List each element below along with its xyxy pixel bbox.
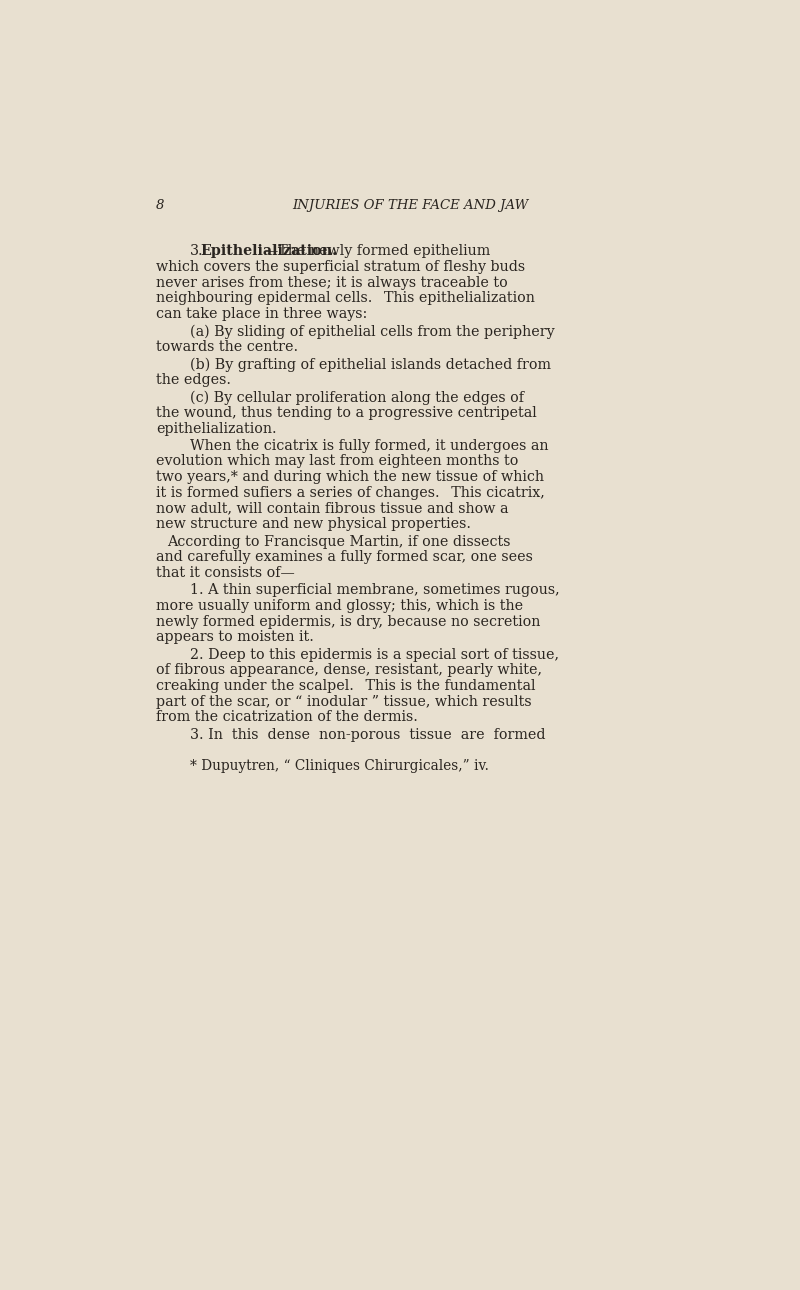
Text: 2. Deep to this epidermis is a special sort of tissue,: 2. Deep to this epidermis is a special s… (190, 648, 559, 662)
Text: newly formed epidermis, is dry, because no secretion: newly formed epidermis, is dry, because … (156, 614, 540, 628)
Text: from the cicatrization of the dermis.: from the cicatrization of the dermis. (156, 711, 418, 724)
Text: Epithelialization.: Epithelialization. (201, 244, 338, 258)
Text: can take place in three ways:: can take place in three ways: (156, 307, 367, 321)
Text: new structure and new physical properties.: new structure and new physical propertie… (156, 517, 470, 531)
Text: of fibrous appearance, dense, resistant, pearly white,: of fibrous appearance, dense, resistant,… (156, 663, 542, 677)
Text: the wound, thus tending to a progressive centripetal: the wound, thus tending to a progressive… (156, 406, 537, 419)
Text: creaking under the scalpel.  This is the fundamental: creaking under the scalpel. This is the … (156, 679, 535, 693)
Text: now adult, will contain fibrous tissue and show a: now adult, will contain fibrous tissue a… (156, 502, 508, 516)
Text: INJURIES OF THE FACE AND JAW: INJURIES OF THE FACE AND JAW (292, 200, 528, 213)
Text: evolution which may last from eighteen months to: evolution which may last from eighteen m… (156, 454, 518, 468)
Text: part of the scar, or “ inodular ” tissue, which results: part of the scar, or “ inodular ” tissue… (156, 694, 531, 708)
Text: the edges.: the edges. (156, 373, 231, 387)
Text: According to Francisque Martin, if one dissects: According to Francisque Martin, if one d… (167, 534, 510, 548)
Text: that it consists of—: that it consists of— (156, 566, 294, 580)
Text: neighbouring epidermal cells.  This epithelialization: neighbouring epidermal cells. This epith… (156, 292, 534, 306)
Text: epithelialization.: epithelialization. (156, 422, 277, 436)
Text: 8: 8 (156, 200, 164, 213)
Text: more usually uniform and glossy; this, which is the: more usually uniform and glossy; this, w… (156, 599, 523, 613)
Text: When the cicatrix is fully formed, it undergoes an: When the cicatrix is fully formed, it un… (190, 439, 549, 453)
Text: (a) By sliding of epithelial cells from the periphery: (a) By sliding of epithelial cells from … (190, 324, 554, 339)
Text: —The newly formed epithelium: —The newly formed epithelium (264, 244, 490, 258)
Text: 3. In  this  dense  non-porous  tissue  are  formed: 3. In this dense non-porous tissue are f… (190, 728, 546, 742)
Text: (c) By cellular proliferation along the edges of: (c) By cellular proliferation along the … (190, 390, 524, 405)
Text: which covers the superficial stratum of fleshy buds: which covers the superficial stratum of … (156, 259, 525, 273)
Text: 1. A thin superficial membrane, sometimes rugous,: 1. A thin superficial membrane, sometime… (190, 583, 559, 597)
Text: towards the centre.: towards the centre. (156, 341, 298, 353)
Text: (b) By grafting of epithelial islands detached from: (b) By grafting of epithelial islands de… (190, 357, 551, 372)
Text: appears to moisten it.: appears to moisten it. (156, 631, 314, 644)
Text: it is formed sufiers a series of changes.  This cicatrix,: it is formed sufiers a series of changes… (156, 486, 545, 501)
Text: two years,* and during which the new tissue of which: two years,* and during which the new tis… (156, 470, 544, 484)
Text: and carefully examines a fully formed scar, one sees: and carefully examines a fully formed sc… (156, 551, 533, 564)
Text: never arises from these; it is always traceable to: never arises from these; it is always tr… (156, 276, 507, 289)
Text: 3.: 3. (190, 244, 203, 258)
Text: * Dupuytren, “ Cliniques Chirurgicales,” iv.: * Dupuytren, “ Cliniques Chirurgicales,”… (190, 759, 489, 773)
